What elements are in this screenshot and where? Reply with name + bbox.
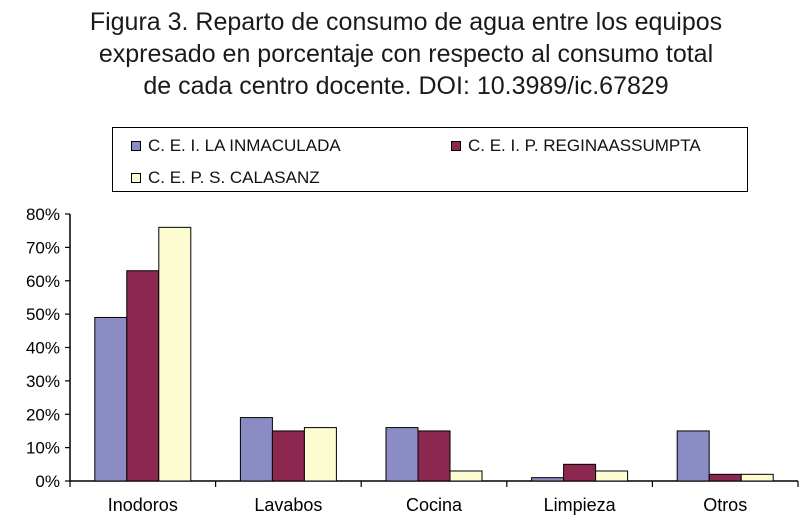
x-category-label: Otros — [703, 495, 747, 515]
bar — [449, 470, 483, 482]
legend-item-regina-assumpta: C. E. I. P. REGINAASSUMPTA — [451, 136, 701, 156]
bar — [239, 417, 273, 482]
legend-swatch-inmaculada — [131, 141, 141, 151]
legend-label-inmaculada: C. E. I. LA INMACULADA — [148, 136, 341, 155]
bar — [271, 430, 305, 482]
y-tick-label: 70% — [26, 238, 60, 257]
legend-swatch-regina-assumpta — [451, 141, 461, 151]
legend-item-inmaculada: C. E. I. LA INMACULADA — [131, 136, 341, 156]
y-tick-label: 20% — [26, 405, 60, 424]
x-category-label: Limpieza — [544, 495, 617, 515]
bar — [563, 463, 597, 482]
x-category-label: Lavabos — [254, 495, 322, 515]
bar — [676, 430, 710, 482]
legend-label-calasanz: C. E. P. S. CALASANZ — [148, 168, 320, 187]
bar — [708, 473, 742, 482]
y-tick-label: 0% — [35, 472, 60, 491]
y-tick-label: 40% — [26, 339, 60, 358]
chart-legend: C. E. I. LA INMACULADA C. E. I. P. REGIN… — [112, 127, 748, 192]
bar — [740, 473, 774, 482]
chart-title-line-2: expresado en porcentaje con respecto al … — [98, 40, 714, 68]
bar — [158, 226, 192, 482]
bar — [126, 270, 160, 482]
y-tick-label: 60% — [26, 272, 60, 291]
bar — [94, 316, 128, 482]
legend-item-calasanz: C. E. P. S. CALASANZ — [131, 168, 320, 188]
bar — [417, 430, 451, 482]
y-tick-label: 30% — [26, 372, 60, 391]
chart-title-line-3: de cada centro docente. DOI: 10.3989/ic.… — [143, 72, 669, 100]
legend-swatch-calasanz — [131, 173, 141, 183]
chart-title: Figura 3. Reparto de consumo de agua ent… — [0, 6, 812, 102]
chart-title-line-1: Figura 3. Reparto de consumo de agua ent… — [89, 8, 723, 36]
y-tick-label: 80% — [26, 205, 60, 224]
y-tick-label: 50% — [26, 305, 60, 324]
y-tick-label: 10% — [26, 439, 60, 458]
x-category-label: Inodoros — [108, 495, 178, 515]
bar — [385, 427, 419, 482]
legend-label-regina-assumpta: C. E. I. P. REGINAASSUMPTA — [468, 136, 701, 155]
bar — [303, 427, 337, 482]
x-category-label: Cocina — [406, 495, 463, 515]
bar — [595, 470, 629, 482]
bar — [531, 477, 565, 482]
